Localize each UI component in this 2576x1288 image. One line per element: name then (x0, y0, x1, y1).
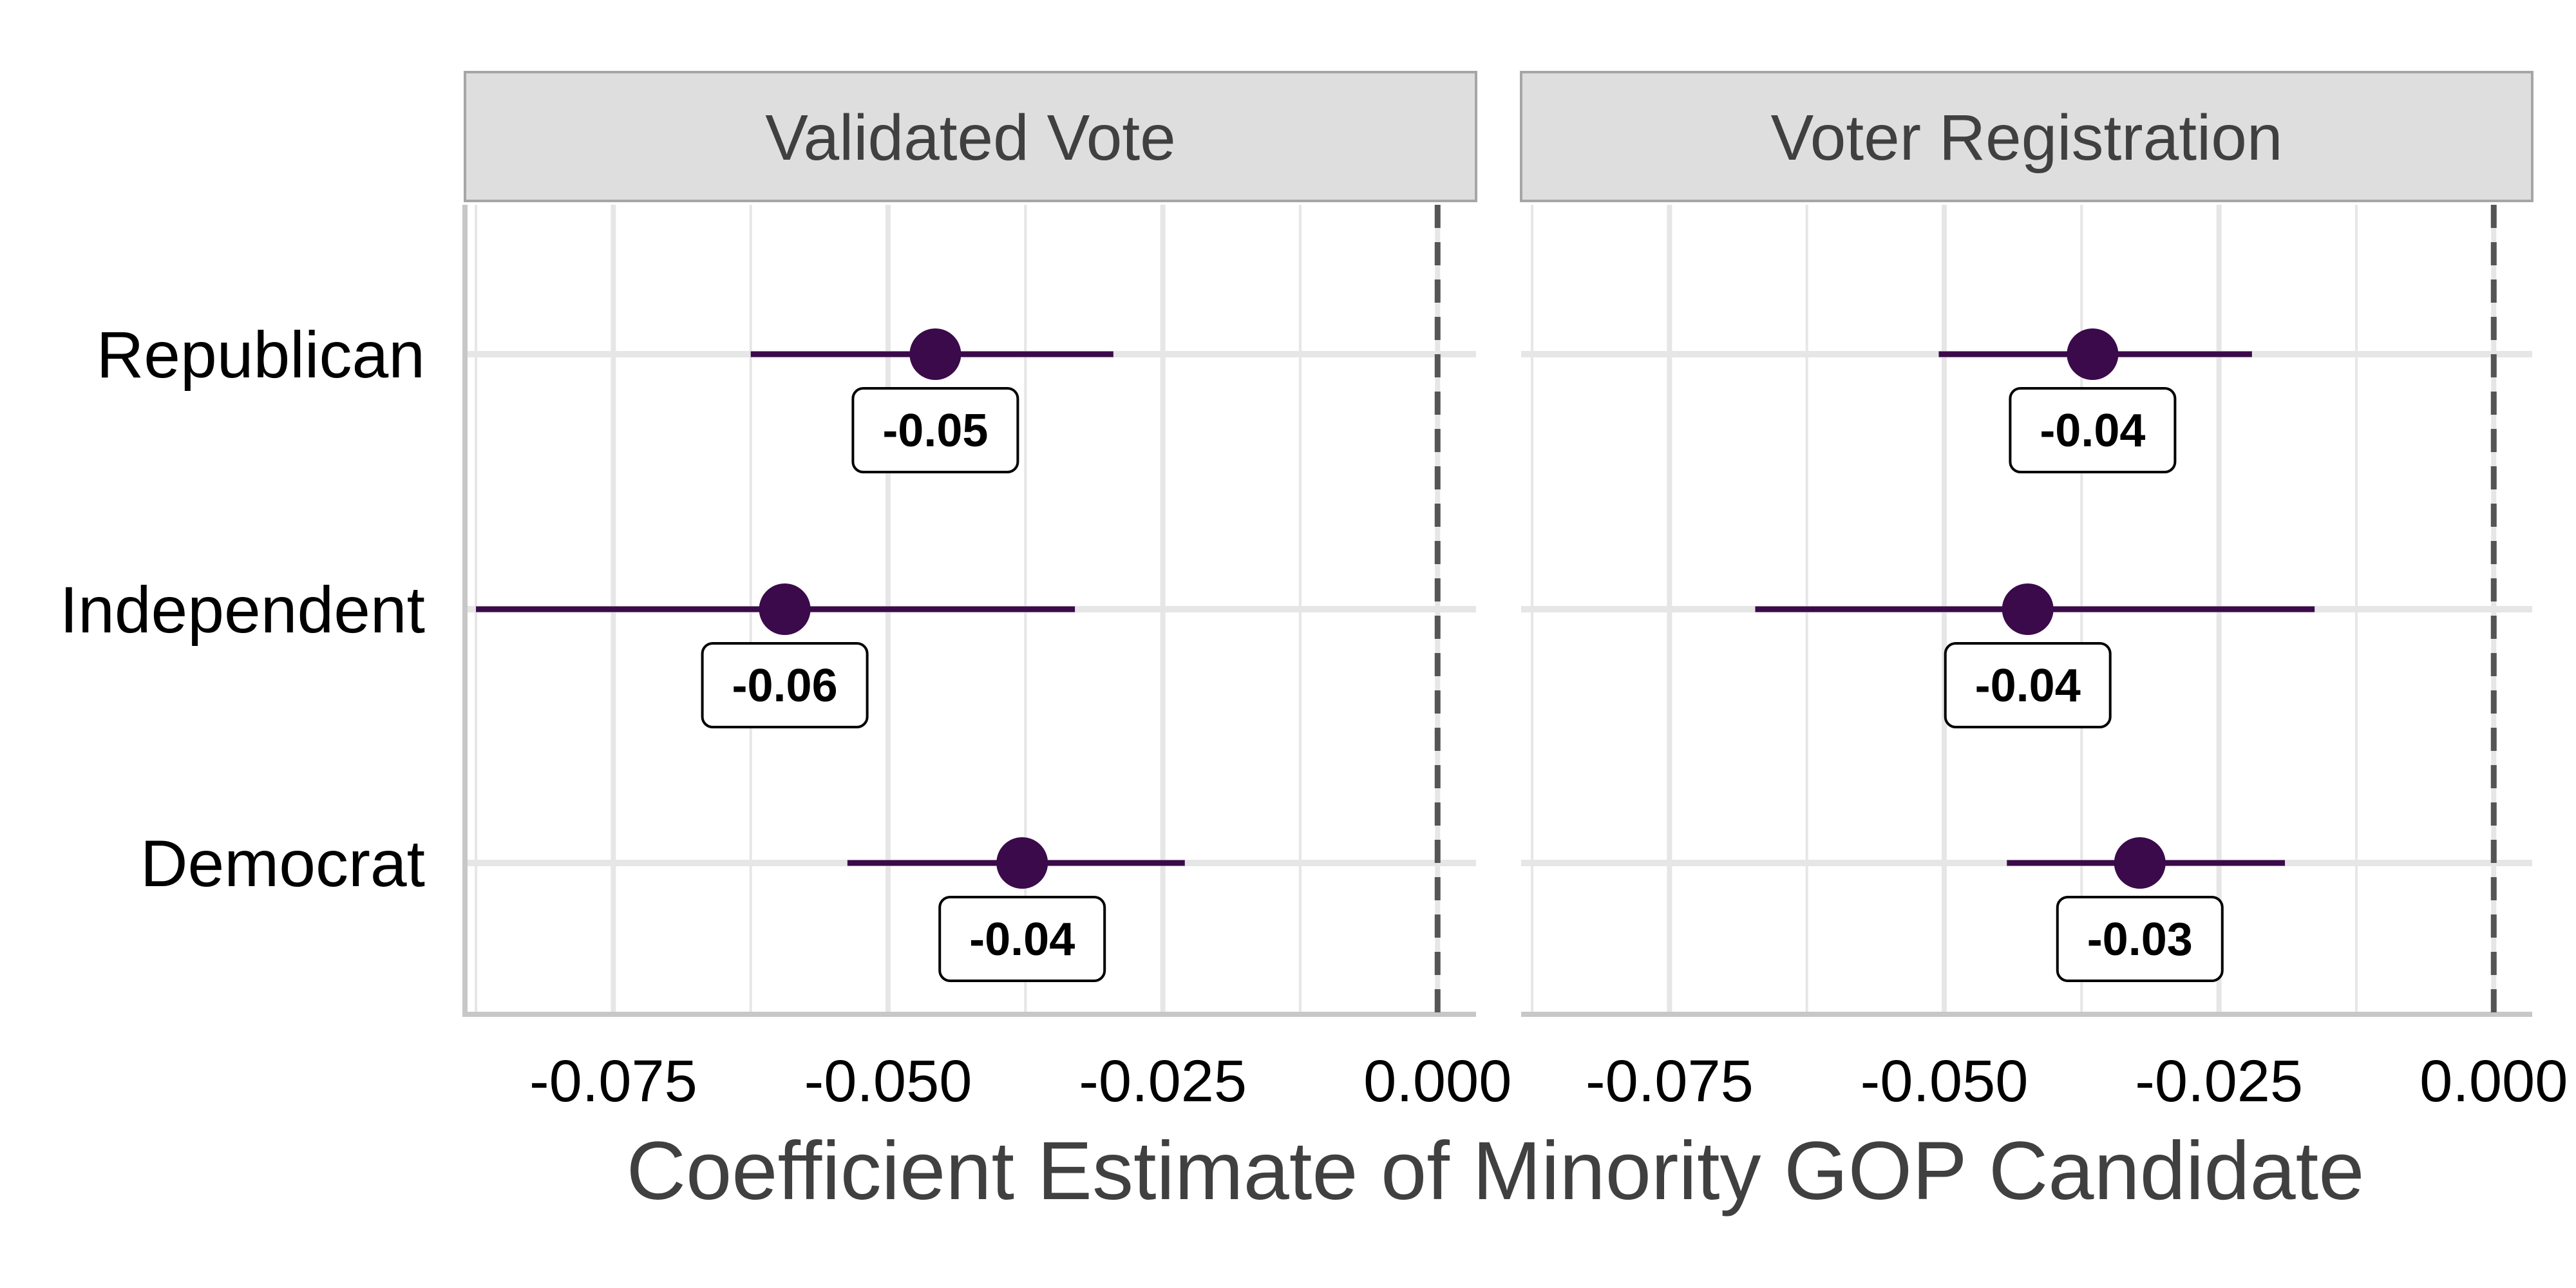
x-tick-label: -0.050 (1861, 1048, 2029, 1114)
panel-1: Voter Registration -0.075 -0.050 -0.025 0.00… (1520, 71, 2568, 1114)
x-tick-label: -0.025 (2135, 1048, 2303, 1114)
strip-title: Voter Registration (1771, 102, 2283, 174)
x-tick-label: -0.075 (529, 1048, 697, 1114)
category-label-independent: Independent (60, 573, 425, 647)
category-label-republican: Republican (97, 318, 425, 392)
plot-layer: Republican Independent Democrat Validated V… (60, 71, 2568, 1114)
value-label-box (938, 896, 1106, 982)
x-tick-label: -0.025 (1079, 1048, 1247, 1114)
x-axis-title: Coefficient Estimate of Minority GOP Can… (627, 1125, 2365, 1217)
estimate-point (996, 837, 1048, 889)
estimate-point (759, 583, 811, 635)
value-label: -0.06 (732, 660, 838, 712)
value-label: -0.04 (2040, 405, 2145, 457)
x-tick-label: -0.050 (804, 1048, 972, 1114)
value-label: -0.04 (969, 914, 1075, 965)
value-label-box (701, 642, 869, 728)
panel-0: Validated Vote -0.075 -0.050 -0.025 0.000 -0.… (462, 71, 1511, 1114)
x-tick-label: -0.075 (1586, 1048, 1754, 1114)
estimate-point (909, 328, 961, 380)
value-label: -0.05 (882, 405, 988, 457)
value-label: -0.03 (2087, 914, 2193, 965)
estimate-point (2002, 583, 2054, 635)
x-tick-label: 0.000 (1363, 1048, 1511, 1114)
value-label-box (2009, 387, 2177, 473)
strip-header (464, 71, 1477, 202)
category-label-democrat: Democrat (140, 827, 425, 900)
value-label-box (851, 387, 1019, 473)
strip-title: Validated Vote (765, 102, 1176, 174)
value-label-box (2056, 896, 2224, 982)
value-label: -0.04 (1975, 660, 2081, 712)
x-tick-label: 0.000 (2420, 1048, 2568, 1114)
estimate-point (2114, 837, 2166, 889)
strip-header (1520, 71, 2533, 202)
estimate-point (2067, 328, 2119, 380)
value-label-box (1944, 642, 2112, 728)
